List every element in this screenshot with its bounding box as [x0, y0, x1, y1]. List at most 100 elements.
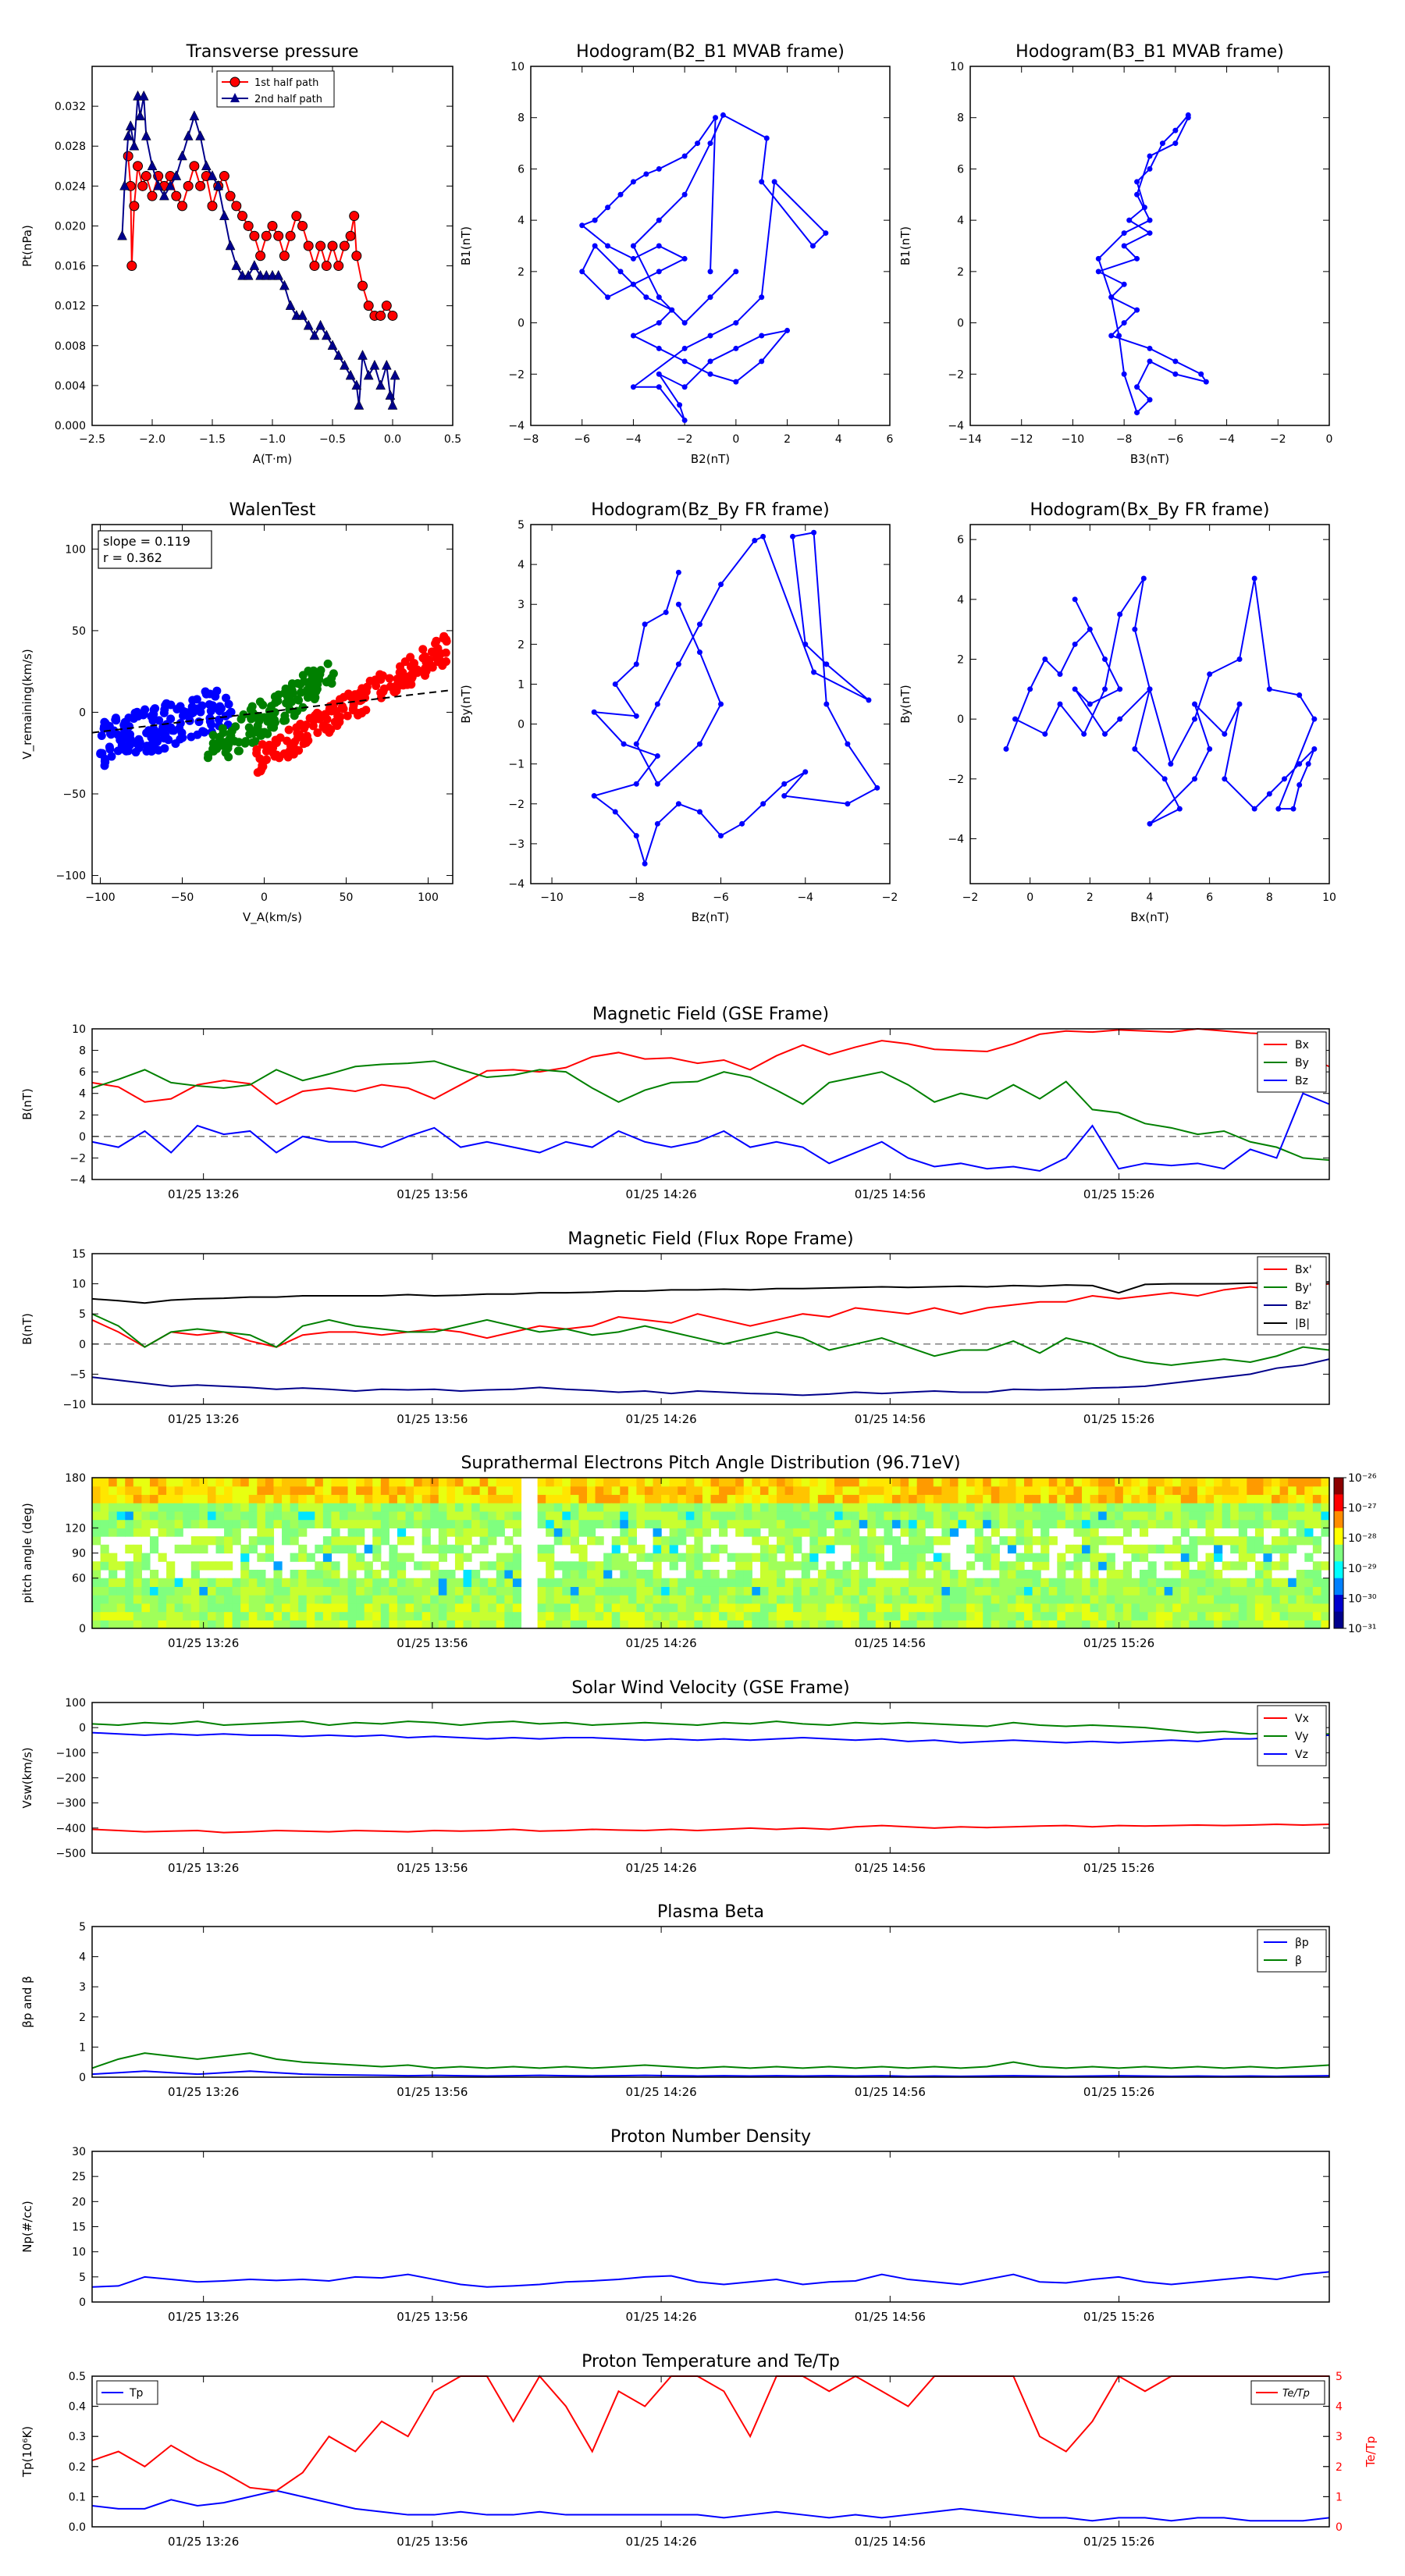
heatmap-cell	[727, 1595, 736, 1604]
heatmap-cell	[768, 1485, 777, 1496]
colorbar-segment	[1334, 1494, 1343, 1512]
heatmap-cell	[380, 1510, 389, 1521]
heatmap-cell	[743, 1620, 752, 1629]
heatmap-cell	[1230, 1603, 1240, 1613]
heatmap-cell	[504, 1510, 514, 1521]
heatmap-cell	[991, 1544, 1000, 1554]
heatmap-cell	[232, 1519, 241, 1528]
heatmap-cell	[364, 1544, 373, 1554]
y-tick-label: −300	[56, 1798, 86, 1810]
heatmap-cell	[603, 1519, 613, 1528]
heatmap-cell	[1312, 1578, 1322, 1587]
heatmap-cell	[125, 1586, 134, 1596]
heatmap-cell	[298, 1603, 308, 1613]
heatmap-cell	[298, 1569, 308, 1579]
heatmap-cell	[1032, 1478, 1041, 1487]
data-point	[357, 280, 368, 291]
heatmap-cell	[100, 1494, 109, 1503]
heatmap-cell	[719, 1494, 728, 1503]
heatmap-cell	[941, 1528, 951, 1537]
heatmap-cell	[108, 1528, 118, 1537]
heatmap-cell	[224, 1595, 233, 1604]
data-point	[183, 130, 194, 141]
y-tick-label: 0.008	[55, 340, 86, 353]
heatmap-cell	[273, 1603, 283, 1613]
heatmap-cell	[322, 1478, 333, 1487]
heatmap-cell	[702, 1553, 712, 1562]
heatmap-cell	[958, 1595, 967, 1604]
heatmap-cell	[1139, 1595, 1149, 1604]
heatmap-cell	[1254, 1519, 1264, 1528]
heatmap-cell	[884, 1611, 893, 1621]
series-line-b	[91, 1281, 1330, 1304]
heatmap-cell	[108, 1510, 118, 1521]
heatmap-cell	[405, 1586, 414, 1596]
heatmap-cell	[859, 1544, 868, 1554]
heatmap-cell	[694, 1485, 703, 1496]
data-point	[612, 809, 618, 815]
heatmap-cell	[389, 1586, 398, 1596]
heatmap-cell	[232, 1603, 241, 1613]
data-point	[681, 345, 688, 351]
heatmap-cell	[496, 1494, 505, 1503]
heatmap-cell	[653, 1494, 662, 1503]
heatmap-cell	[405, 1611, 414, 1621]
heatmap-cell	[958, 1620, 967, 1629]
heatmap-cell	[273, 1611, 283, 1621]
heatmap-cell	[777, 1494, 786, 1503]
data-point	[656, 243, 662, 249]
heatmap-cell	[100, 1620, 109, 1629]
heatmap-cell	[1180, 1586, 1190, 1596]
heatmap-cell	[752, 1478, 761, 1487]
heatmap-cell	[430, 1611, 439, 1621]
legend-label: Vx	[1295, 1713, 1309, 1725]
heatmap-cell	[190, 1595, 200, 1604]
legend-label: βp	[1295, 1937, 1309, 1949]
heatmap-cell	[141, 1553, 151, 1562]
heatmap-cell	[570, 1519, 580, 1528]
heatmap-cell	[1098, 1503, 1108, 1512]
heatmap-cell	[1057, 1510, 1066, 1521]
heatmap-cell	[925, 1485, 934, 1496]
heatmap-cell	[1180, 1611, 1190, 1621]
heatmap-cell	[678, 1519, 687, 1528]
heatmap-cell	[496, 1586, 505, 1596]
heatmap-cell	[553, 1485, 563, 1496]
heatmap-cell	[1205, 1485, 1215, 1496]
y-tick-label: 4	[1336, 2401, 1343, 2414]
heatmap-cell	[999, 1536, 1008, 1546]
heatmap-cell	[183, 1503, 192, 1512]
heatmap-cell	[537, 1503, 546, 1512]
data-point	[591, 793, 597, 799]
heatmap-cell	[958, 1510, 967, 1521]
heatmap-cell	[1247, 1478, 1256, 1487]
data-point	[681, 153, 688, 159]
heatmap-cell	[1214, 1478, 1223, 1487]
heatmap-cell	[414, 1503, 423, 1512]
data-point	[681, 255, 688, 262]
heatmap-cell	[306, 1578, 315, 1587]
heatmap-cell	[356, 1603, 365, 1613]
y-tick-label: 1	[79, 2041, 86, 2054]
heatmap-cell	[999, 1603, 1008, 1613]
heatmap-cell	[504, 1620, 514, 1629]
heatmap-cell	[1238, 1478, 1247, 1487]
heatmap-cell	[916, 1561, 926, 1571]
heatmap-cell	[331, 1578, 340, 1587]
heatmap-cell	[1197, 1519, 1207, 1528]
heatmap-cell	[438, 1494, 447, 1503]
heatmap-cell	[669, 1503, 678, 1512]
heatmap-cell	[933, 1595, 942, 1604]
heatmap-cell	[891, 1595, 902, 1604]
heatmap-cell	[1197, 1611, 1207, 1621]
heatmap-cell	[1090, 1478, 1099, 1487]
heatmap-cell	[1312, 1603, 1322, 1613]
heatmap-cell	[158, 1553, 167, 1562]
heatmap-cell	[669, 1494, 678, 1503]
heatmap-cell	[471, 1595, 481, 1604]
data-point	[134, 709, 144, 718]
heatmap-cell	[306, 1510, 315, 1521]
data-point	[696, 809, 702, 815]
heatmap-cell	[570, 1620, 580, 1629]
x-tick-label: 01/25 13:26	[168, 2535, 239, 2549]
